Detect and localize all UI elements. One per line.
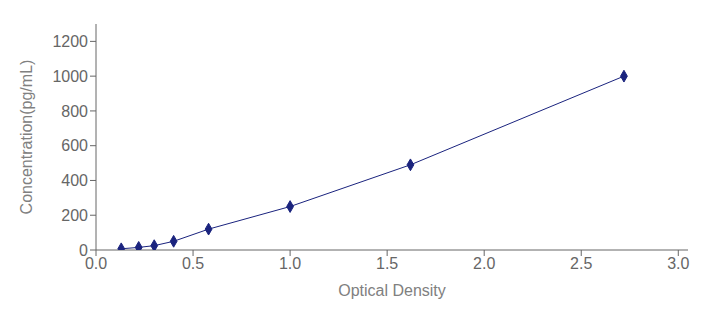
svg-text:400: 400 [61,172,88,189]
svg-text:0: 0 [79,242,88,259]
svg-text:0.5: 0.5 [182,255,204,272]
svg-text:0.0: 0.0 [85,255,107,272]
svg-text:1.5: 1.5 [376,255,398,272]
svg-text:1000: 1000 [52,68,88,85]
svg-text:200: 200 [61,207,88,224]
svg-text:2.0: 2.0 [473,255,495,272]
svg-text:3.0: 3.0 [667,255,689,272]
svg-text:Optical Density: Optical Density [338,282,446,299]
svg-text:1200: 1200 [52,33,88,50]
svg-text:1.0: 1.0 [279,255,301,272]
svg-text:Concentration(pg/mL): Concentration(pg/mL) [18,60,35,215]
svg-text:600: 600 [61,137,88,154]
svg-text:800: 800 [61,103,88,120]
svg-text:2.5: 2.5 [570,255,592,272]
